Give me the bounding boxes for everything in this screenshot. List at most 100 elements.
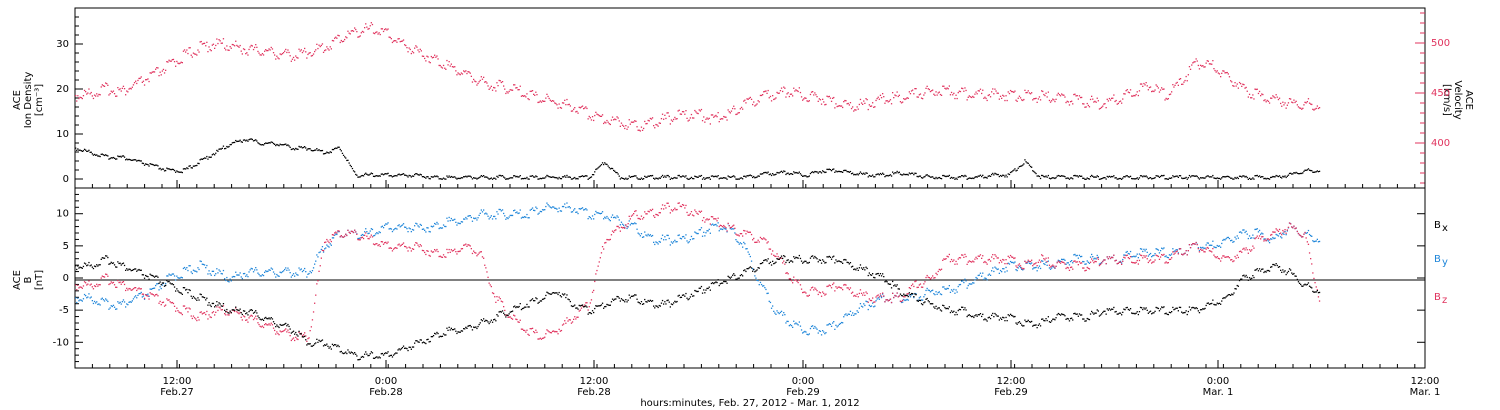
velocity-point <box>402 39 405 41</box>
velocity-point <box>577 112 579 114</box>
velocity-point <box>609 123 611 126</box>
density-point <box>665 176 667 178</box>
bz-point <box>1178 248 1181 250</box>
by-point <box>1282 232 1284 234</box>
bz-point <box>400 244 402 246</box>
bz-point <box>822 291 824 293</box>
by-point <box>361 233 364 236</box>
by-point <box>269 269 271 271</box>
velocity-point <box>1257 92 1260 95</box>
velocity-point <box>757 100 759 102</box>
by-point <box>636 228 638 230</box>
density-point <box>1169 177 1172 179</box>
velocity-point <box>1290 98 1292 100</box>
density-point <box>297 148 299 150</box>
velocity-point <box>1061 93 1063 95</box>
by-point <box>776 310 778 312</box>
by-point <box>126 303 128 305</box>
bz-point <box>700 210 703 212</box>
by-point <box>614 216 616 218</box>
density-point <box>910 172 913 174</box>
bz-point <box>854 294 856 297</box>
velocity-point <box>700 108 703 111</box>
bx-point <box>295 331 297 334</box>
density-point <box>729 176 731 178</box>
density-point <box>1282 175 1284 177</box>
bz-point <box>151 293 153 295</box>
bz-point <box>1271 233 1273 236</box>
density-point <box>1236 176 1238 179</box>
density-point <box>754 177 756 179</box>
bz-point <box>1194 243 1196 245</box>
density-point <box>873 176 875 178</box>
density-point <box>1108 175 1111 177</box>
bz-point <box>1275 228 1277 230</box>
velocity-point <box>336 37 338 39</box>
by-point <box>387 222 389 224</box>
by-point <box>463 218 465 220</box>
velocity-point <box>1194 61 1196 63</box>
velocity-point <box>846 103 848 105</box>
by-point <box>824 333 826 335</box>
density-point <box>275 144 277 147</box>
by-point <box>302 269 305 272</box>
density-point <box>197 162 199 164</box>
bz-point <box>838 286 840 288</box>
density-point <box>1235 177 1237 180</box>
density-point <box>541 177 544 179</box>
by-point <box>193 270 196 272</box>
velocity-point <box>347 30 349 32</box>
density-point <box>1071 177 1073 179</box>
bz-point <box>786 272 788 274</box>
velocity-point <box>685 110 687 112</box>
velocity-point <box>1296 104 1298 106</box>
density-point <box>1237 177 1239 180</box>
bz-point <box>352 231 355 234</box>
bz-point <box>345 233 347 235</box>
density-point <box>1019 165 1022 167</box>
velocity-point <box>1103 103 1105 105</box>
by-point <box>555 207 557 210</box>
density-point <box>664 175 666 177</box>
by-point <box>125 306 127 308</box>
by-point <box>880 296 883 299</box>
by-point <box>133 296 136 298</box>
by-point <box>927 289 929 291</box>
velocity-point <box>942 85 944 87</box>
by-point <box>1049 268 1052 270</box>
by-point <box>1278 233 1281 235</box>
velocity-point <box>728 111 730 113</box>
velocity-point <box>292 56 295 59</box>
by-point <box>902 301 904 303</box>
velocity-point <box>256 46 258 48</box>
by-point <box>1011 261 1013 264</box>
by-point <box>1139 248 1142 250</box>
by-point <box>829 323 832 325</box>
by-point <box>1175 249 1177 251</box>
by-point <box>1264 238 1266 240</box>
density-point <box>1069 177 1072 179</box>
bz-point <box>1187 250 1189 252</box>
bz-point <box>618 227 620 229</box>
velocity-point <box>1213 68 1215 70</box>
velocity-point <box>399 41 401 43</box>
density-point <box>346 159 348 162</box>
velocity-point <box>610 119 613 121</box>
by-point <box>218 269 220 271</box>
density-point <box>758 175 760 177</box>
density-point <box>188 165 190 167</box>
bz-point <box>796 280 798 282</box>
density-point <box>172 168 175 171</box>
velocity-point <box>867 108 869 111</box>
bz-point <box>885 299 887 301</box>
density-point <box>804 175 806 177</box>
by-point <box>603 218 605 220</box>
bz-point <box>755 241 757 243</box>
bx-point <box>286 325 288 327</box>
velocity-point <box>995 90 997 92</box>
velocity-point <box>304 47 306 50</box>
velocity-point <box>753 101 755 103</box>
by-point <box>864 304 866 307</box>
bz-point <box>752 239 754 241</box>
density-point <box>1310 169 1312 172</box>
